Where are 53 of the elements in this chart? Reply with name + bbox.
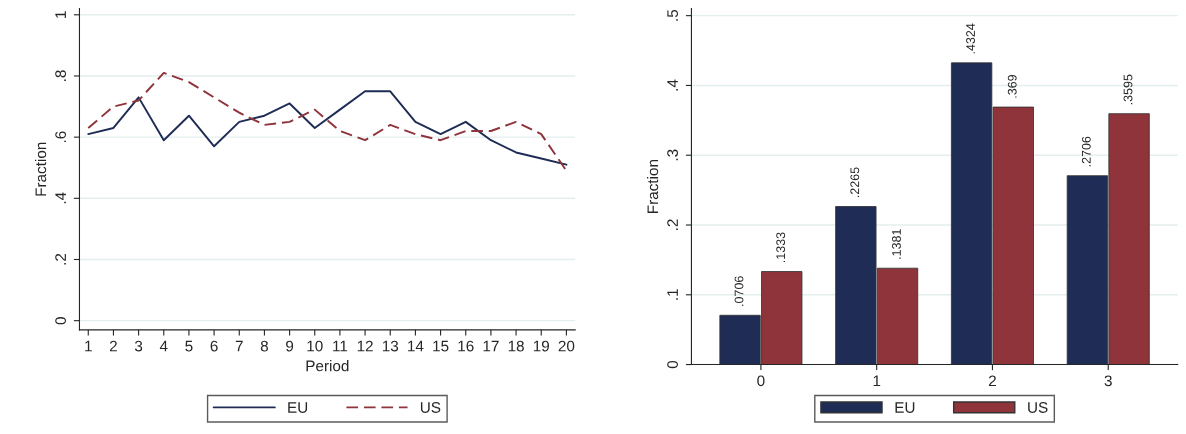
legend-label: EU — [288, 402, 308, 413]
text: .3595 — [1123, 74, 1133, 105]
x-tick-label: 2 — [988, 375, 996, 387]
y-tick-label: .1 — [667, 289, 678, 300]
y-tick-label: .5 — [667, 9, 678, 21]
y-tick-label: .2 — [667, 219, 678, 230]
y-tick-label: .3 — [667, 149, 678, 161]
text: .369 — [1007, 75, 1017, 98]
x-tick-label: 1 — [85, 340, 92, 352]
legend-label: US — [1028, 402, 1048, 413]
x-tick-label: 4 — [159, 340, 168, 352]
x-tick-label: 20 — [558, 340, 575, 352]
line-series — [87, 71, 568, 172]
text: .2265 — [850, 167, 860, 198]
x-tick-label: 1 — [873, 375, 881, 387]
x-tick-label: 5 — [185, 340, 193, 352]
x-tick-label: 11 — [333, 340, 348, 352]
x-tick-label: 16 — [458, 340, 474, 352]
x-tick-label: 2 — [109, 340, 117, 352]
text: .4324 — [966, 23, 975, 54]
x-axis-title: Period — [306, 360, 349, 372]
x-tick-label: 9 — [286, 340, 294, 352]
x-tick-label: 13 — [382, 340, 399, 352]
y-tick-label: .4 — [667, 79, 678, 91]
y-tick-label: 0 — [667, 360, 678, 369]
x-tick-label: 10 — [307, 340, 323, 352]
y-axis-title: Fraction — [35, 142, 47, 196]
x-tick-label: 3 — [134, 340, 143, 352]
x-tick-label: 14 — [408, 340, 424, 352]
x-tick-label: 19 — [533, 340, 550, 352]
x-tick-label: 8 — [260, 340, 269, 352]
text: .1381 — [892, 229, 901, 259]
legend-label: EU — [895, 402, 915, 413]
x-tick-label: 3 — [1104, 375, 1112, 387]
x-tick-label: 15 — [433, 340, 449, 352]
text: .1333 — [776, 232, 786, 263]
x-tick-label: 0 — [757, 375, 765, 387]
text: .2706 — [1081, 136, 1091, 167]
text: .0706 — [734, 276, 744, 306]
y-tick-label: .2 — [55, 253, 66, 265]
legend-label: US — [420, 402, 441, 413]
x-tick-label: 17 — [483, 340, 499, 352]
x-tick-label: 7 — [235, 340, 243, 352]
y-tick-label: 1 — [55, 11, 66, 18]
line-series — [87, 90, 568, 166]
y-tick-label: .8 — [55, 70, 67, 81]
y-tick-label: .4 — [55, 192, 66, 204]
y-tick-label: .6 — [55, 131, 67, 143]
y-tick-label: 0 — [55, 317, 67, 325]
x-tick-label: 12 — [357, 340, 373, 352]
x-tick-label: 18 — [508, 340, 524, 352]
x-tick-label: 6 — [210, 340, 218, 352]
y-axis-title: Fraction — [646, 160, 659, 213]
